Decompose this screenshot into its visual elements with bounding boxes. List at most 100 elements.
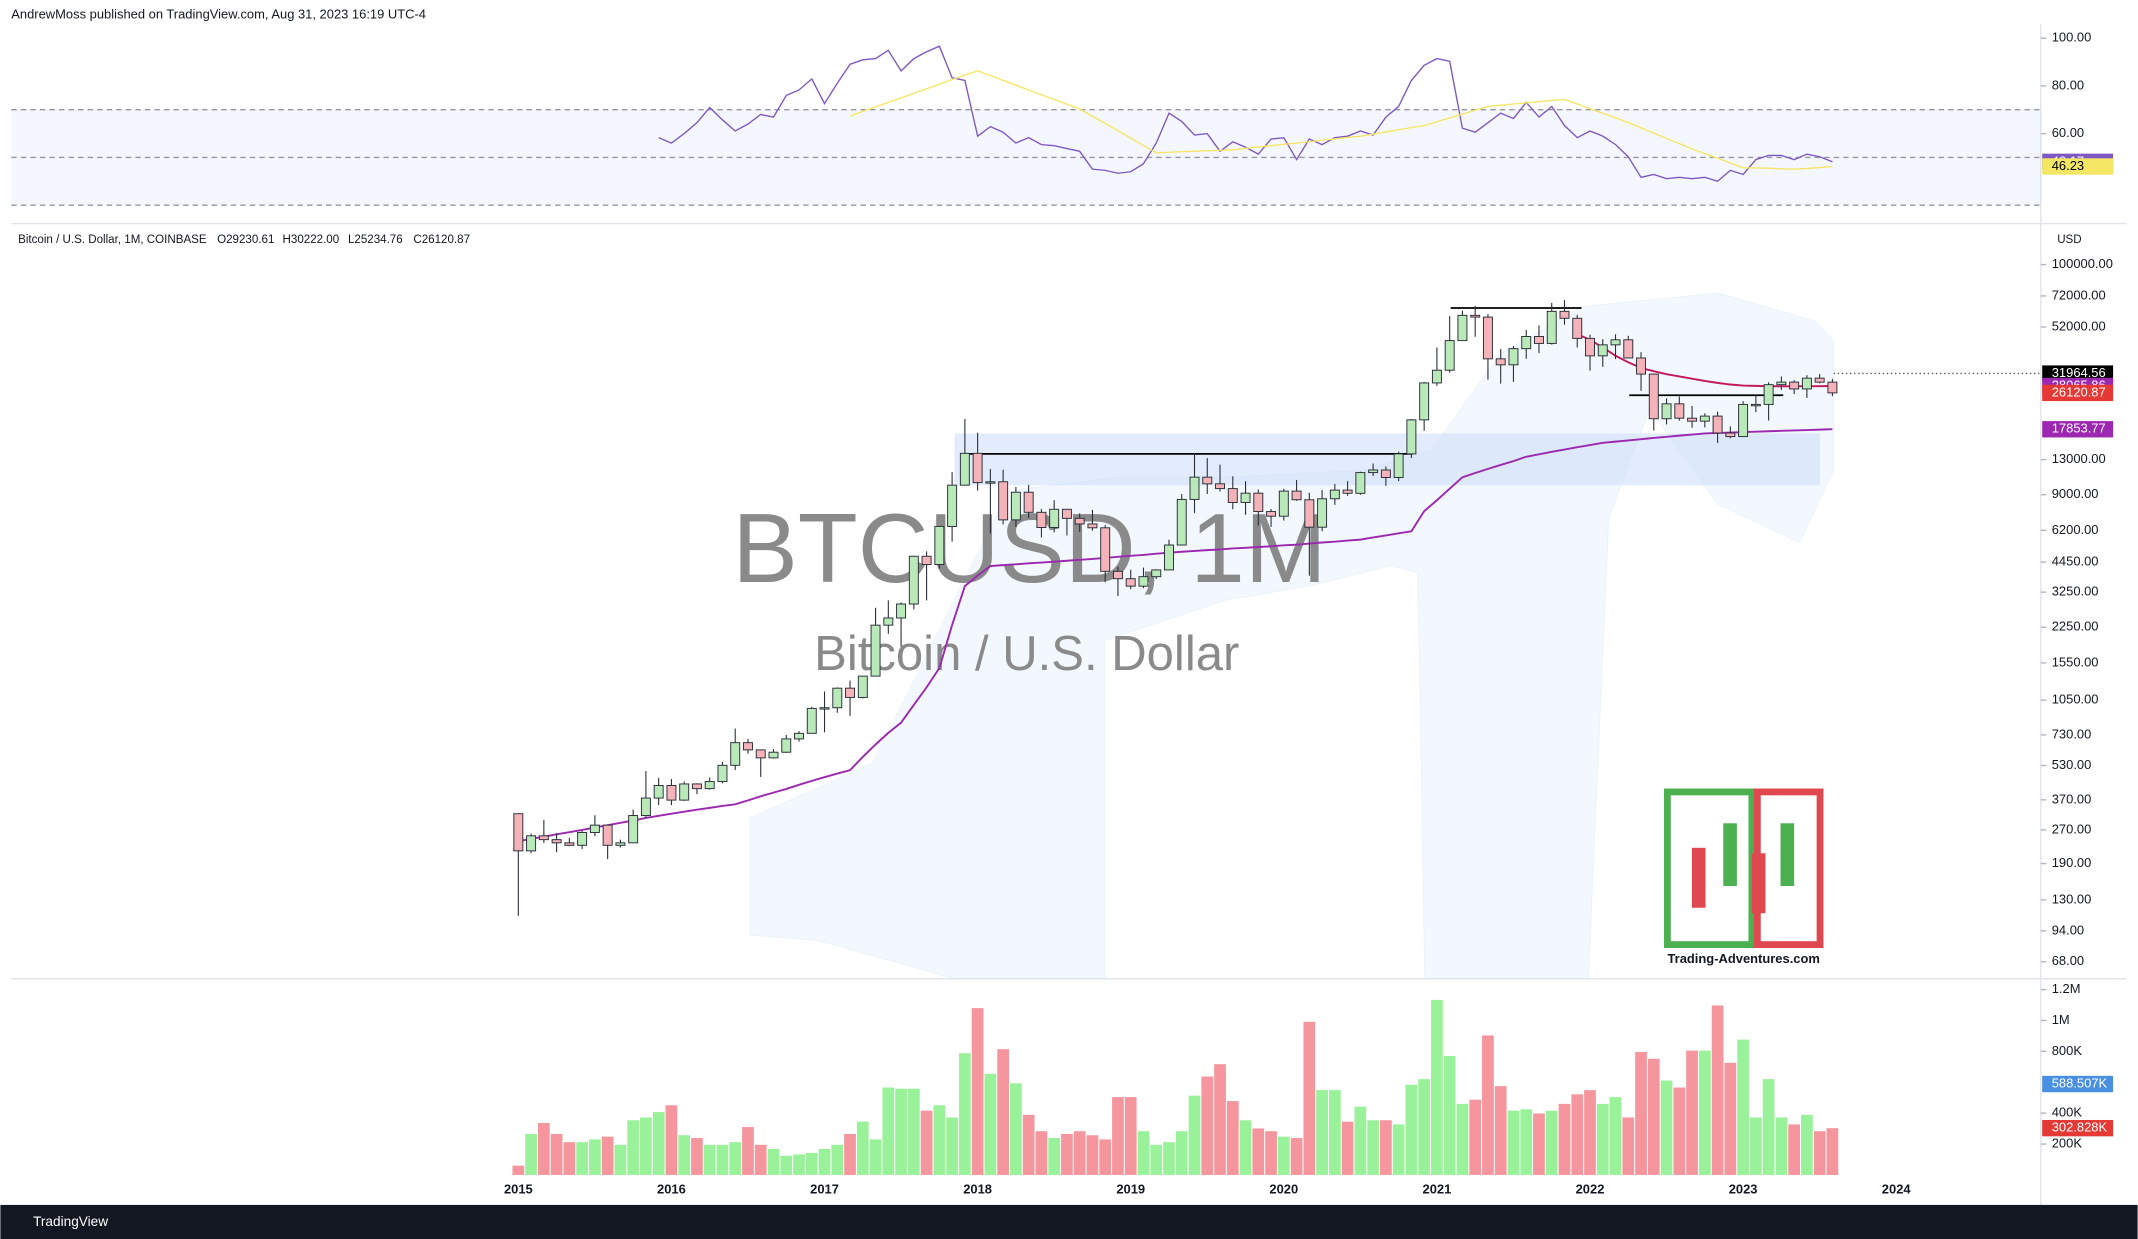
x-tick-label: 2018 xyxy=(963,1181,992,1196)
volume-bar xyxy=(1035,1131,1048,1175)
x-tick-label: 2016 xyxy=(657,1181,686,1196)
candle-body xyxy=(781,738,792,753)
candle-body xyxy=(1495,358,1506,366)
candle-body xyxy=(1738,403,1749,438)
volume-bar xyxy=(984,1073,997,1175)
volume-bar xyxy=(678,1135,691,1175)
candle-body xyxy=(1457,314,1468,342)
candle-body xyxy=(1164,544,1174,571)
y-tick-label: 6200.00 xyxy=(2052,522,2099,537)
candle-body xyxy=(602,824,613,846)
volume-bar xyxy=(1137,1131,1150,1175)
candle-body xyxy=(908,555,919,605)
volume-bar xyxy=(1099,1139,1112,1175)
volume-bar xyxy=(1698,1050,1711,1175)
candle-body xyxy=(947,484,958,527)
candle-body xyxy=(1240,492,1251,503)
volume-bar xyxy=(1316,1090,1328,1175)
volume-bar xyxy=(1469,1099,1482,1175)
volume-bar xyxy=(1086,1135,1099,1175)
volume-bar xyxy=(1290,1138,1303,1175)
candle-body xyxy=(1610,339,1621,346)
volume-bar xyxy=(1303,1021,1316,1175)
y-tick-label: 200K xyxy=(2052,1135,2083,1150)
volume-bar xyxy=(1520,1109,1533,1175)
candle-body xyxy=(1317,498,1328,528)
x-tick-label: 2017 xyxy=(810,1181,839,1196)
y-tick-label: 94.00 xyxy=(2052,922,2084,937)
y-tick-label: 270.00 xyxy=(2052,821,2092,836)
candle-body xyxy=(1482,316,1493,360)
volume-bar xyxy=(1265,1131,1277,1175)
volume-bar xyxy=(563,1142,576,1175)
volume-bar xyxy=(1686,1050,1698,1175)
candle-body xyxy=(1010,491,1021,521)
x-tick-label: 2019 xyxy=(1116,1181,1145,1196)
volume-bar xyxy=(691,1138,703,1175)
x-tick-label: 2015 xyxy=(504,1181,533,1196)
volume-bar xyxy=(1609,1097,1622,1175)
volume-bar xyxy=(1214,1064,1226,1175)
candle-body xyxy=(870,624,881,677)
candle-body xyxy=(1763,384,1774,405)
volume-bar xyxy=(1252,1128,1265,1175)
candle-body xyxy=(1674,403,1685,419)
candle-body xyxy=(1533,335,1544,344)
candle-body xyxy=(1355,472,1366,494)
volume-bar xyxy=(601,1136,614,1175)
y-tick-label: 2250.00 xyxy=(2052,619,2099,634)
volume-bar xyxy=(1239,1120,1252,1175)
candle-body xyxy=(1750,403,1761,407)
volume-bar xyxy=(793,1154,805,1175)
indicator-line xyxy=(518,428,1833,843)
candle-body xyxy=(1227,488,1238,503)
x-tick-label: 2020 xyxy=(1269,1181,1298,1196)
y-tick-label: 370.00 xyxy=(2052,791,2092,806)
candle-body xyxy=(832,687,843,709)
candle-body xyxy=(1074,517,1085,525)
volume-bar xyxy=(665,1105,678,1175)
volume-bar xyxy=(1328,1090,1341,1175)
candle-body xyxy=(743,742,753,751)
volume-bar xyxy=(895,1088,907,1175)
candle-body xyxy=(1087,523,1098,529)
watermark-description: Bitcoin / U.S. Dollar xyxy=(814,627,1239,681)
candle-body xyxy=(1789,381,1800,390)
volume-bar xyxy=(550,1134,563,1175)
candle-body xyxy=(589,824,600,833)
y-tick-label: 9000.00 xyxy=(2052,486,2099,501)
y-tick-label: 4450.00 xyxy=(2052,554,2099,569)
volume-bar xyxy=(1775,1117,1788,1175)
y-tick-label: 3250.00 xyxy=(2052,584,2099,599)
candle-body xyxy=(551,839,562,844)
candle-body xyxy=(1508,348,1519,366)
candle-body xyxy=(1291,490,1302,501)
candle-body xyxy=(1138,576,1149,587)
y-tick-label: 60.00 xyxy=(2052,125,2084,140)
candle-body xyxy=(1597,344,1608,357)
volume-bar xyxy=(1112,1097,1124,1175)
candle-body xyxy=(526,835,537,852)
volume-bar xyxy=(1482,1035,1494,1175)
volume-bar xyxy=(1380,1120,1392,1175)
volume-bar xyxy=(1801,1114,1813,1175)
candle-body xyxy=(1814,377,1825,383)
candle-body xyxy=(1546,310,1557,344)
volume-bar xyxy=(997,1049,1009,1175)
candle-body xyxy=(819,707,830,710)
candle-body xyxy=(1189,476,1200,500)
volume-bar xyxy=(614,1144,627,1175)
volume-bar xyxy=(1163,1142,1175,1175)
volume-bar xyxy=(805,1153,818,1175)
candle-body xyxy=(1406,419,1417,455)
candle-body xyxy=(1431,369,1442,384)
volume-bar xyxy=(1443,1055,1456,1175)
price-tag-label: 588.507K xyxy=(2052,1075,2108,1090)
volume-bar xyxy=(1175,1131,1188,1175)
volume-bar xyxy=(1354,1106,1367,1175)
price-tag xyxy=(2042,1075,2114,1093)
price-tag-label: 302.828K xyxy=(2052,1120,2108,1135)
volume-bar xyxy=(652,1112,665,1175)
volume-bar xyxy=(1341,1121,1354,1175)
